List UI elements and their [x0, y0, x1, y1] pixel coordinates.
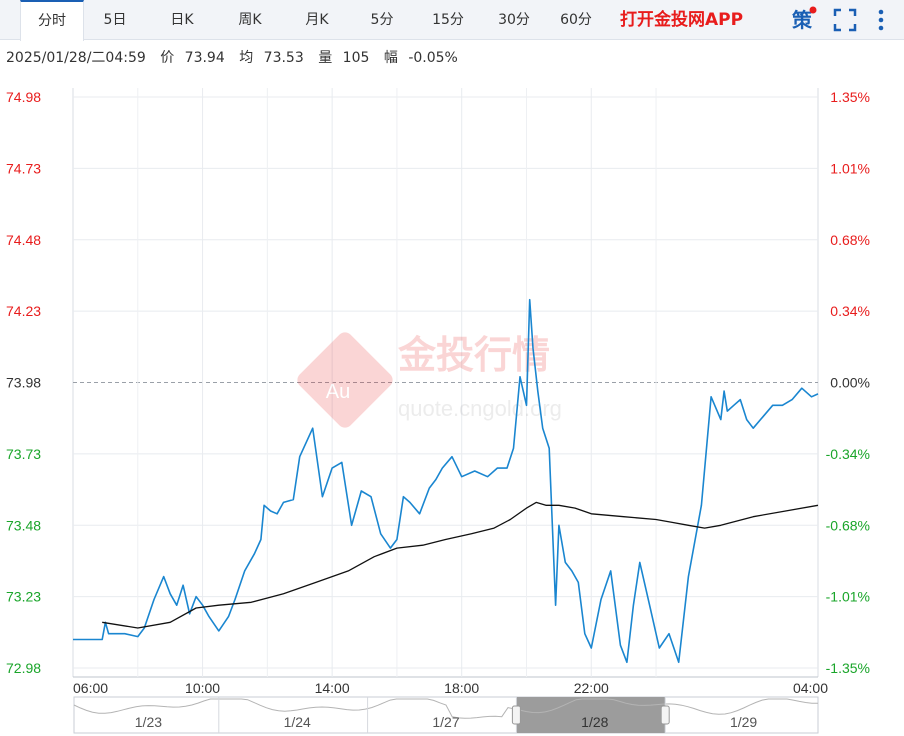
x-tick-label: 18:00	[444, 680, 479, 696]
navigator-right-handle[interactable]	[660, 705, 670, 725]
y-tick-right: -1.01%	[826, 589, 870, 605]
y-tick-right: 1.35%	[830, 89, 870, 105]
strategy-icon[interactable]: 策	[788, 6, 817, 34]
y-tick-right: -1.35%	[826, 660, 870, 676]
tab-2[interactable]: 5日	[103, 12, 127, 28]
y-tick-left: 74.23	[6, 303, 41, 319]
price-label: 价	[160, 50, 175, 66]
change-value: -0.05%	[408, 50, 458, 66]
more-icon[interactable]	[867, 6, 895, 34]
time-range-navigator[interactable]: 1/23 1/24 1/27 1/28 1/29	[73, 696, 819, 734]
chart-grid	[72, 88, 819, 678]
average-label: 均	[239, 50, 254, 66]
notification-dot-icon	[809, 6, 817, 14]
tab-6[interactable]: 5分	[370, 12, 394, 28]
y-tick-right: 0.00%	[830, 375, 870, 391]
y-tick-left: 73.48	[6, 517, 41, 533]
price-series-line	[73, 298, 819, 664]
fullscreen-icon[interactable]	[831, 6, 859, 34]
y-tick-left: 73.73	[6, 446, 41, 462]
navigator-mini-line	[73, 698, 819, 719]
price-value: 73.94	[184, 50, 225, 66]
period-tab-bar: 分时 5日 日K 周K 月K 5分 15分 30分 60分 打开金投网APP 策	[0, 0, 904, 41]
y-tick-right: -0.68%	[826, 517, 870, 533]
navigator-date-label: 1/23	[135, 714, 162, 730]
watermark-logo-icon	[297, 332, 393, 428]
x-tick-label: 04:00	[793, 680, 828, 696]
y-tick-right: -0.34%	[826, 446, 870, 462]
average-value: 73.53	[263, 50, 304, 66]
tab-8[interactable]: 30分	[498, 12, 530, 28]
watermark: Au 金投行情 quote.cngold.org	[297, 332, 562, 428]
navigator-date-label: 1/27	[432, 714, 459, 730]
tab-5[interactable]: 月K	[305, 12, 329, 28]
y-tick-left: 74.98	[6, 89, 41, 105]
watermark-name: 金投行情	[397, 333, 550, 377]
tab-9[interactable]: 60分	[560, 12, 592, 28]
quote-datetime: 2025/01/28/二04:59	[6, 50, 146, 66]
average-series-line	[102, 501, 819, 629]
x-tick-label: 10:00	[185, 680, 220, 696]
watermark-url: quote.cngold.org	[398, 396, 562, 421]
y-tick-left: 74.48	[6, 232, 41, 248]
watermark-logo-text: Au	[326, 381, 350, 403]
open-app-link[interactable]: 打开金投网APP	[620, 10, 744, 30]
navigator-date-label: 1/24	[284, 714, 311, 730]
tab-3[interactable]: 日K	[170, 12, 194, 28]
y-tick-right: 1.01%	[830, 160, 870, 176]
volume-value: 105	[342, 50, 370, 66]
tab-4[interactable]: 周K	[238, 12, 262, 28]
tab-7[interactable]: 15分	[432, 12, 464, 28]
y-tick-left: 74.73	[6, 160, 41, 176]
x-tick-label: 06:00	[73, 680, 108, 696]
y-tick-right: 0.68%	[830, 232, 870, 248]
y-tick-left: 73.98	[6, 375, 41, 391]
y-tick-left: 72.98	[6, 660, 41, 676]
tab-1[interactable]: 分时	[20, 0, 84, 41]
y-tick-left: 73.23	[6, 589, 41, 605]
volume-label: 量	[318, 50, 333, 66]
x-tick-label: 14:00	[315, 680, 350, 696]
change-label: 幅	[383, 50, 398, 66]
y-tick-right: 0.34%	[830, 303, 870, 319]
navigator-selection[interactable]	[516, 697, 666, 733]
navigator-date-label: 1/28	[581, 714, 608, 730]
strategy-label: 策	[792, 8, 812, 32]
navigator-date-label: 1/29	[730, 714, 757, 730]
quote-info-bar: 2025/01/28/二04:59 价 73.94 均 73.53 量 105 …	[6, 48, 458, 68]
navigator-left-handle[interactable]	[511, 705, 521, 725]
x-tick-label: 22:00	[574, 680, 609, 696]
